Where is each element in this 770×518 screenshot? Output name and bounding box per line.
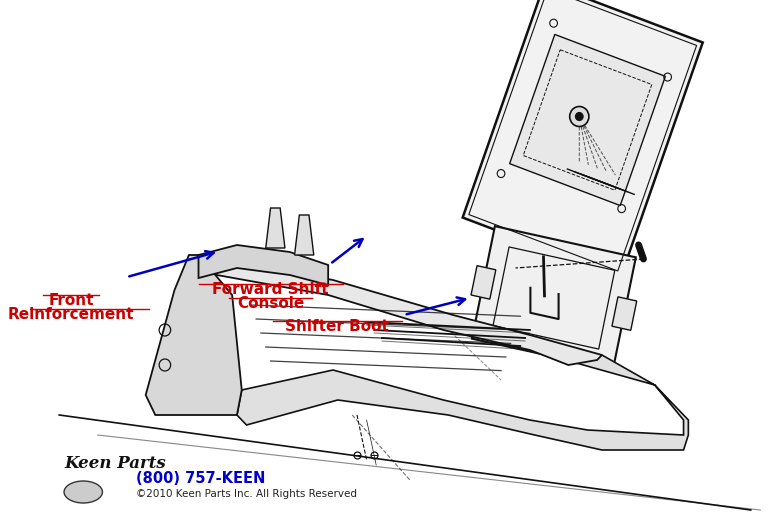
Polygon shape xyxy=(189,255,602,365)
Polygon shape xyxy=(510,35,665,206)
Polygon shape xyxy=(237,350,688,450)
Circle shape xyxy=(575,112,583,121)
Polygon shape xyxy=(146,255,242,415)
Polygon shape xyxy=(472,226,636,370)
Text: Forward Shift: Forward Shift xyxy=(213,282,329,297)
Text: Shifter Boot: Shifter Boot xyxy=(286,319,390,334)
Text: Keen Parts: Keen Parts xyxy=(64,455,166,472)
Polygon shape xyxy=(199,245,328,285)
Text: (800) 757-KEEN: (800) 757-KEEN xyxy=(136,471,266,486)
Polygon shape xyxy=(295,215,313,255)
Circle shape xyxy=(570,107,589,126)
Text: Console: Console xyxy=(237,296,304,311)
Polygon shape xyxy=(612,297,637,330)
Polygon shape xyxy=(463,0,703,277)
Polygon shape xyxy=(471,266,496,299)
Polygon shape xyxy=(266,208,285,248)
Ellipse shape xyxy=(64,481,102,503)
Text: ©2010 Keen Parts Inc. All Rights Reserved: ©2010 Keen Parts Inc. All Rights Reserve… xyxy=(136,489,357,499)
Text: Front: Front xyxy=(49,293,94,308)
Text: Reinforcement: Reinforcement xyxy=(8,307,134,322)
